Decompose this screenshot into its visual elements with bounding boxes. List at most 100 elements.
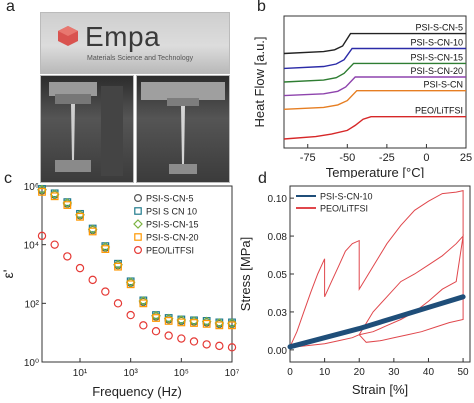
series-line xyxy=(283,116,466,140)
legend-marker xyxy=(134,233,142,241)
x-tick-label: 10⁷ xyxy=(225,368,240,379)
data-point xyxy=(63,201,72,209)
legend-label: PEO/LiTFSI xyxy=(320,204,368,214)
legend-label: PEO/LiTFSI xyxy=(146,246,194,256)
data-point xyxy=(139,321,148,330)
series-line xyxy=(283,32,466,55)
dielectric-chart: 10¹ 10³ 10⁵ 10⁷ 10⁰ 10² 10⁴ 10⁶ Frequency (Hz) ε'… xyxy=(0,182,240,399)
data-point xyxy=(164,317,173,325)
data-point xyxy=(215,341,224,351)
data-point xyxy=(88,275,97,285)
y-axis-label: ε' xyxy=(0,270,16,279)
x-tick-label: 10¹ xyxy=(73,368,88,379)
series-line xyxy=(283,62,466,83)
y-tick-label: 0.03 xyxy=(268,308,288,319)
x-tick-label: 0 xyxy=(287,367,293,378)
legend-marker xyxy=(133,219,143,229)
photo-panel: Empa Materials Science and Technology xyxy=(40,12,230,183)
plot-frame xyxy=(41,185,233,363)
data-point xyxy=(101,287,110,296)
legend-marker xyxy=(134,207,142,215)
x-tick-label: 20 xyxy=(354,367,366,378)
x-tick-label: 10 xyxy=(319,367,331,378)
legend-label: PSI S CN 10 xyxy=(146,207,197,217)
x-tick-label: 0 xyxy=(423,152,429,164)
y-tick-label: 10⁶ xyxy=(24,182,39,193)
panel-label-c: c xyxy=(4,170,12,187)
series-label: PSI-S-CN-20 xyxy=(410,66,463,76)
data-point xyxy=(215,321,224,330)
series-line xyxy=(289,189,464,349)
series-label: PSI-S-CN-15 xyxy=(410,52,463,62)
panel-label-a: a xyxy=(6,0,15,15)
data-point xyxy=(114,262,122,271)
y-tick-label: 0.10 xyxy=(268,194,288,205)
y-tick-label: 0.00 xyxy=(268,346,288,357)
series-label: PEO/LiTFSI xyxy=(415,106,463,116)
panel-label-d: d xyxy=(258,170,267,187)
data-point xyxy=(177,318,186,327)
tensile-specimen-right xyxy=(141,82,225,174)
data-point xyxy=(227,343,237,352)
tensile-photo-left xyxy=(40,75,134,183)
y-axis-label: Heat Flow [a.u.] xyxy=(252,36,267,127)
series-line xyxy=(283,76,466,97)
data-point xyxy=(37,231,47,241)
series-label: PSI-S-CN-5 xyxy=(415,23,463,33)
data-point xyxy=(126,310,135,320)
data-point xyxy=(50,240,59,249)
x-tick-label: 25 xyxy=(460,152,472,164)
series-line xyxy=(287,294,466,350)
data-point xyxy=(76,212,84,221)
data-point xyxy=(189,337,199,346)
y-tick-label: 0.05 xyxy=(268,270,288,281)
y-tick-label: 10² xyxy=(25,299,40,310)
tensile-specimen-left xyxy=(49,82,123,176)
data-point xyxy=(101,245,110,253)
x-axis-label: Temperature [°C] xyxy=(326,165,424,178)
legend-marker xyxy=(134,194,143,203)
legend-label: PSI-S-CN-10 xyxy=(320,192,373,202)
x-tick-label: 30 xyxy=(388,367,400,378)
data-point xyxy=(164,331,173,340)
data-point xyxy=(88,227,97,236)
legend-label: PSI-S-CN-5 xyxy=(146,194,194,204)
x-tick-label: 10⁵ xyxy=(174,368,189,379)
x-axis-label: Frequency (Hz) xyxy=(92,384,182,399)
data-point xyxy=(139,299,148,308)
data-point xyxy=(190,319,198,327)
data-point xyxy=(202,319,211,328)
legend-label: PSI-S-CN-20 xyxy=(146,233,199,243)
empa-logo-icon xyxy=(58,26,78,46)
x-axis-label: Strain [%] xyxy=(352,382,408,397)
x-tick-label: 10³ xyxy=(123,368,138,379)
data-point xyxy=(202,340,211,349)
logo-photo: Empa Materials Science and Technology xyxy=(40,12,230,74)
panel-label-b: b xyxy=(257,0,266,15)
data-point xyxy=(38,187,46,196)
y-tick-label: 10⁴ xyxy=(24,241,39,252)
y-tick-label: 0.08 xyxy=(268,232,288,243)
data-point xyxy=(126,280,135,289)
data-point xyxy=(151,326,161,336)
data-point xyxy=(228,321,236,330)
legend-marker xyxy=(134,245,143,254)
plot-frame xyxy=(289,185,471,363)
x-tick-label: 50 xyxy=(458,367,470,378)
series-label: PSI-S-CN xyxy=(423,80,463,90)
series-line xyxy=(283,90,466,110)
stress-strain-chart: 0 10 20 30 40 50 0.00 0.03 0.05 0.08 0.10 Strain [%… xyxy=(238,185,471,397)
logo-subtitle: Materials Science and Technology xyxy=(87,55,194,62)
data-point xyxy=(75,263,85,273)
series-line xyxy=(283,47,466,70)
data-point xyxy=(63,252,72,261)
legend-label: PSI-S-CN-15 xyxy=(146,220,199,230)
x-tick-label: 40 xyxy=(423,367,435,378)
y-tick-label: 10⁰ xyxy=(24,358,39,369)
x-tick-label: -50 xyxy=(339,152,355,164)
data-point xyxy=(113,299,123,308)
x-tick-label: -25 xyxy=(379,152,395,164)
x-tick-label: -75 xyxy=(300,152,316,164)
series-label: PSI-S-CN-10 xyxy=(410,38,463,48)
tensile-photo-right xyxy=(136,75,230,183)
